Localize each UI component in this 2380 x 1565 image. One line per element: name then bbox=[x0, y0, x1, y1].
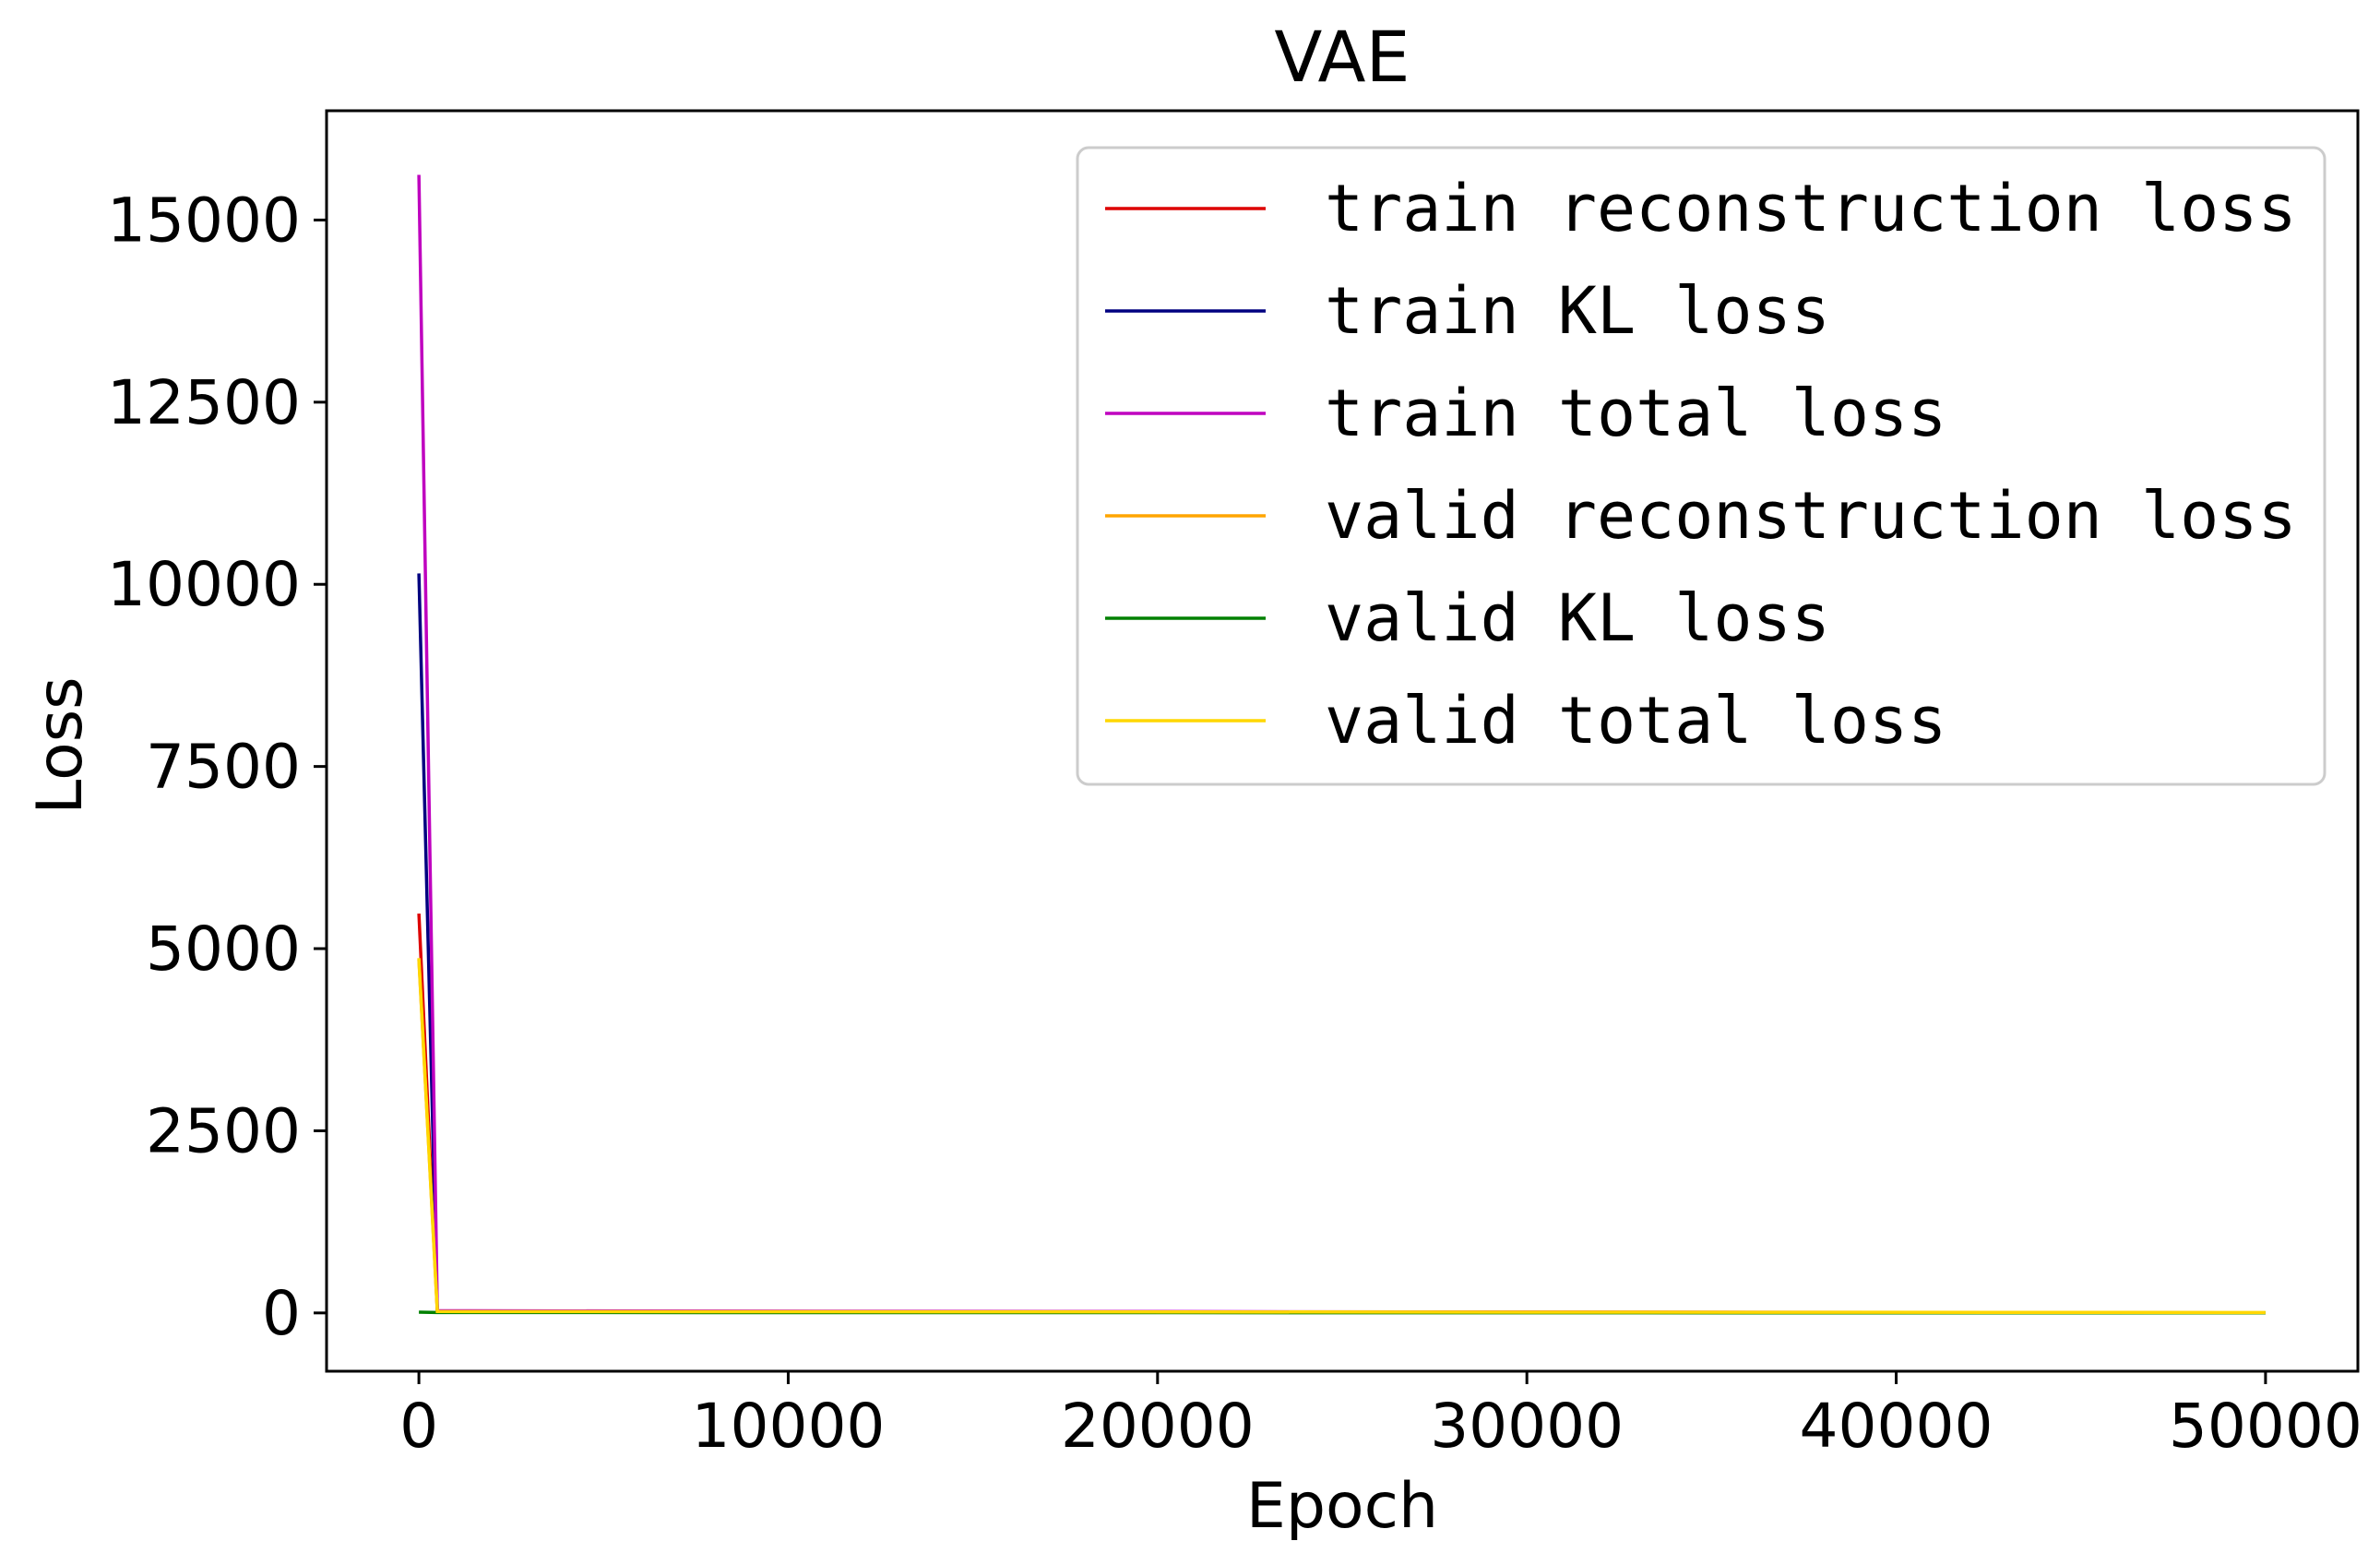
axes-layer: 0 10000 20000 30000 40000 50000 0 2500 5000 7500 1… bbox=[107, 109, 2362, 1462]
y-tick-label: 0 bbox=[262, 1278, 301, 1349]
x-tick-label: 40000 bbox=[1800, 1391, 1993, 1462]
y-tick-label: 12500 bbox=[107, 367, 301, 438]
legend-entry-label: valid total loss bbox=[1325, 683, 1946, 759]
legend: train reconstruction loss train KL loss tr… bbox=[1076, 146, 2326, 786]
y-tick-label: 2500 bbox=[146, 1095, 301, 1166]
series-line-6 bbox=[417, 958, 2266, 1315]
x-axis-label: Epoch bbox=[1246, 1470, 1438, 1543]
legend-box bbox=[1076, 146, 2326, 786]
legend-entry-label: train reconstruction loss bbox=[1325, 171, 2297, 246]
x-tick-label: 0 bbox=[399, 1391, 438, 1462]
legend-entry-label: train KL loss bbox=[1325, 273, 1830, 349]
y-tick-label: 15000 bbox=[107, 185, 301, 256]
legend-entry-label: valid KL loss bbox=[1325, 580, 1830, 656]
chart-title: VAE bbox=[1274, 16, 1410, 98]
legend-entry-label: valid reconstruction loss bbox=[1325, 478, 2297, 554]
x-tick-label: 20000 bbox=[1061, 1391, 1255, 1462]
plot-frame bbox=[325, 109, 2360, 1373]
plot-layer bbox=[417, 174, 2266, 1315]
x-tick-label: 50000 bbox=[2169, 1391, 2362, 1462]
y-tick-label: 10000 bbox=[107, 549, 301, 620]
y-axis-label: Loss bbox=[24, 676, 97, 814]
y-tick-label: 7500 bbox=[146, 732, 301, 803]
legend-entry-label: train total loss bbox=[1325, 376, 1946, 451]
x-tick-label: 30000 bbox=[1430, 1391, 1624, 1462]
y-tick-label: 5000 bbox=[146, 914, 301, 985]
x-tick-label: 10000 bbox=[691, 1391, 885, 1462]
